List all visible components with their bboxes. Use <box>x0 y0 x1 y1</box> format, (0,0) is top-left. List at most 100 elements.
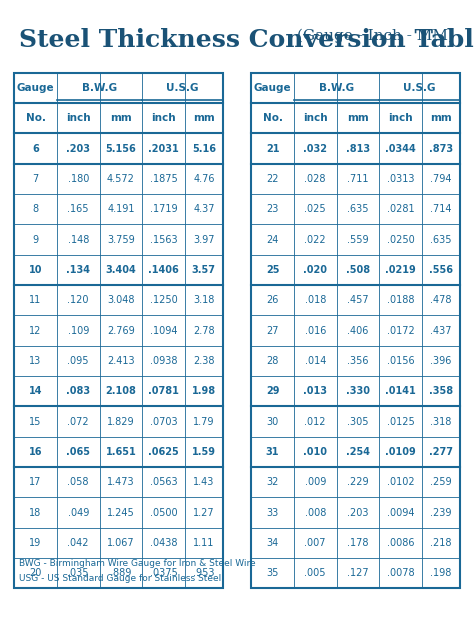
Text: 15: 15 <box>29 416 42 427</box>
Text: (Gauge - Inch - MM): (Gauge - Inch - MM) <box>292 28 454 43</box>
Text: .457: .457 <box>347 295 369 305</box>
Text: 16: 16 <box>29 447 42 457</box>
Text: 1.79: 1.79 <box>193 416 215 427</box>
Text: .508: .508 <box>346 265 370 275</box>
Text: 3.404: 3.404 <box>106 265 136 275</box>
Text: 24: 24 <box>266 234 279 245</box>
Text: 5.16: 5.16 <box>192 143 216 154</box>
Text: .0781: .0781 <box>148 386 179 396</box>
Text: 2.769: 2.769 <box>107 325 135 336</box>
Text: .0094: .0094 <box>387 507 414 518</box>
Text: .180: .180 <box>67 174 89 184</box>
Text: .0938: .0938 <box>150 356 177 366</box>
Text: inch: inch <box>388 113 413 123</box>
Text: .478: .478 <box>430 295 452 305</box>
Text: 1.59: 1.59 <box>192 447 216 457</box>
Text: 23: 23 <box>266 204 279 214</box>
Text: 2.413: 2.413 <box>107 356 135 366</box>
Text: 29: 29 <box>266 386 279 396</box>
Text: .873: .873 <box>429 143 453 154</box>
Text: 28: 28 <box>266 356 279 366</box>
Text: 21: 21 <box>266 143 279 154</box>
Text: .008: .008 <box>304 507 326 518</box>
Text: .396: .396 <box>430 356 452 366</box>
Text: 32: 32 <box>266 477 279 487</box>
Text: mm: mm <box>347 113 369 123</box>
Text: B.W.G: B.W.G <box>82 83 117 93</box>
Text: .016: .016 <box>304 325 326 336</box>
Text: 2.38: 2.38 <box>193 356 215 366</box>
Text: .198: .198 <box>430 568 452 578</box>
Text: U.S.G: U.S.G <box>403 83 436 93</box>
Text: inch: inch <box>66 113 91 123</box>
Text: .305: .305 <box>347 416 369 427</box>
Text: .1875: .1875 <box>150 174 177 184</box>
Text: .330: .330 <box>346 386 370 396</box>
Text: 10: 10 <box>29 265 42 275</box>
Text: .0188: .0188 <box>387 295 414 305</box>
Text: 1.651: 1.651 <box>106 447 136 457</box>
Text: .813: .813 <box>346 143 370 154</box>
Text: .025: .025 <box>304 204 326 214</box>
Text: .049: .049 <box>67 507 89 518</box>
Text: .127: .127 <box>347 568 369 578</box>
Text: 1.829: 1.829 <box>107 416 135 427</box>
Text: 6: 6 <box>32 143 39 154</box>
Text: .028: .028 <box>304 174 326 184</box>
Text: B.W.G: B.W.G <box>319 83 354 93</box>
Text: .0250: .0250 <box>387 234 414 245</box>
Text: 31: 31 <box>266 447 279 457</box>
Text: 1.473: 1.473 <box>107 477 135 487</box>
Text: 5.156: 5.156 <box>106 143 136 154</box>
Text: .012: .012 <box>304 416 326 427</box>
Text: .953: .953 <box>193 568 215 578</box>
Text: .035: .035 <box>67 568 89 578</box>
Text: .318: .318 <box>430 416 452 427</box>
Text: .0313: .0313 <box>387 174 414 184</box>
Text: .0219: .0219 <box>385 265 416 275</box>
Text: .095: .095 <box>67 356 89 366</box>
Text: .005: .005 <box>304 568 326 578</box>
Text: 25: 25 <box>266 265 279 275</box>
Text: .0141: .0141 <box>385 386 416 396</box>
Text: .1250: .1250 <box>150 295 177 305</box>
Text: .1406: .1406 <box>148 265 179 275</box>
Text: mm: mm <box>110 113 132 123</box>
Text: 4.37: 4.37 <box>193 204 215 214</box>
Text: 30: 30 <box>266 416 279 427</box>
Text: .2031: .2031 <box>148 143 179 154</box>
Text: 18: 18 <box>29 507 42 518</box>
Text: 3.18: 3.18 <box>193 295 215 305</box>
Text: .007: .007 <box>304 538 326 548</box>
Text: mm: mm <box>430 113 452 123</box>
Text: .0625: .0625 <box>148 447 179 457</box>
Text: .0172: .0172 <box>387 325 414 336</box>
Text: .259: .259 <box>430 477 452 487</box>
Text: .178: .178 <box>347 538 369 548</box>
Text: 34: 34 <box>266 538 279 548</box>
Text: .013: .013 <box>303 386 327 396</box>
Text: .229: .229 <box>347 477 369 487</box>
Text: 4.572: 4.572 <box>107 174 135 184</box>
Text: .065: .065 <box>66 447 90 457</box>
Text: .406: .406 <box>347 325 369 336</box>
Text: .0563: .0563 <box>150 477 177 487</box>
Text: .032: .032 <box>303 143 327 154</box>
Text: 4.76: 4.76 <box>193 174 215 184</box>
Text: .109: .109 <box>67 325 89 336</box>
Text: .134: .134 <box>66 265 90 275</box>
Text: Steel Thickness Conversion Table: Steel Thickness Conversion Table <box>19 28 474 52</box>
Text: U.S.G: U.S.G <box>166 83 199 93</box>
Text: 9: 9 <box>33 234 38 245</box>
Text: .635: .635 <box>347 204 369 214</box>
Text: .794: .794 <box>430 174 452 184</box>
Text: .254: .254 <box>346 447 370 457</box>
Text: .0281: .0281 <box>387 204 414 214</box>
Text: BWG - Birmingham Wire Gauge for Iron & Steel Wire: BWG - Birmingham Wire Gauge for Iron & S… <box>19 559 255 568</box>
Text: 1.067: 1.067 <box>107 538 135 548</box>
Text: 2.108: 2.108 <box>105 386 137 396</box>
Text: 11: 11 <box>29 295 42 305</box>
Text: Gauge: Gauge <box>254 83 292 93</box>
Text: 19: 19 <box>29 538 42 548</box>
Text: .0109: .0109 <box>385 447 416 457</box>
